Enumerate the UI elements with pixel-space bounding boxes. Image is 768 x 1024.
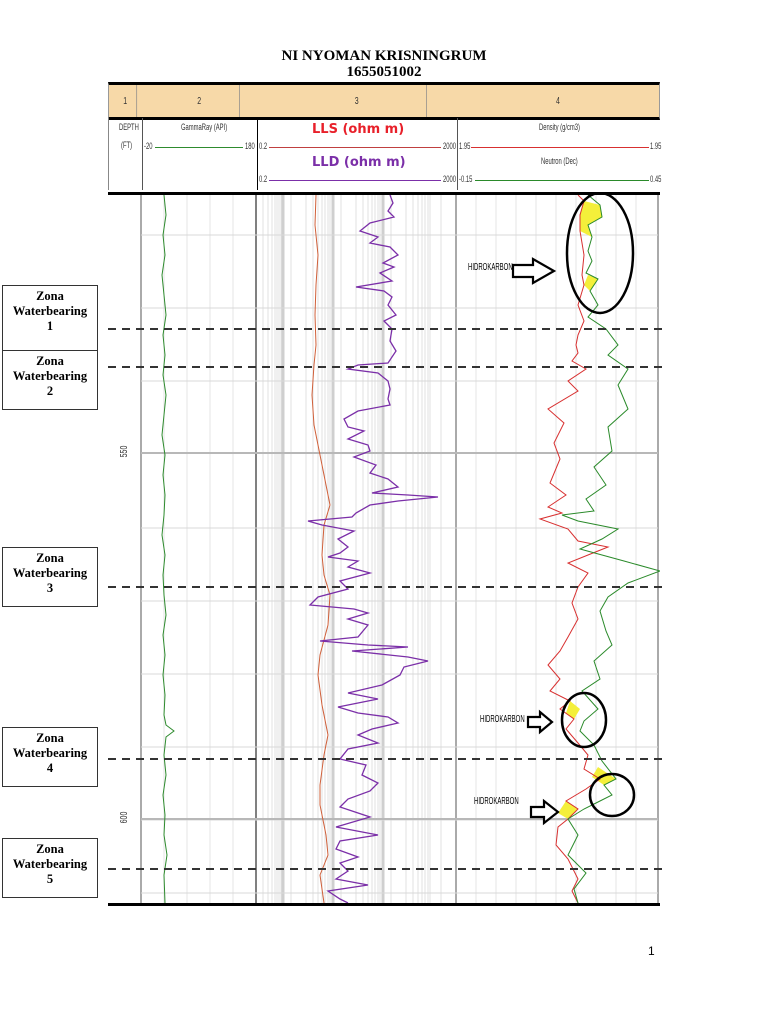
lls-label: LLS (ohm m) bbox=[312, 122, 405, 137]
gamma-ray-min: -20 bbox=[144, 141, 153, 151]
arrow-icon bbox=[529, 798, 560, 826]
neutron-label: Neutron (Dec) bbox=[541, 156, 578, 166]
track-number-1: 1 bbox=[114, 85, 138, 117]
curve-legend-header: DEPTH (FT) GammaRay (API) -20 180 LLS (o… bbox=[108, 118, 661, 190]
density-min: 1.95 bbox=[459, 141, 471, 151]
hydrocarbon-ellipse-3 bbox=[588, 772, 636, 818]
hydrocarbon-ellipse-2 bbox=[560, 691, 608, 749]
hydrocarbon-label-3: HIDROKARBON bbox=[474, 796, 519, 807]
page-number: 1 bbox=[648, 944, 655, 958]
density-max: 1.95 bbox=[650, 141, 662, 151]
neutron-legend-line bbox=[475, 180, 649, 181]
arrow-icon bbox=[511, 257, 557, 285]
zone-name: Zona bbox=[36, 354, 64, 368]
zone-type: Waterbearing bbox=[12, 304, 88, 318]
zone-type: Waterbearing bbox=[12, 746, 88, 760]
hydrocarbon-ellipse-1 bbox=[565, 195, 635, 315]
zone-number: 2 bbox=[46, 384, 54, 398]
track-number-3: 3 bbox=[287, 85, 427, 117]
lld-legend-line bbox=[269, 180, 441, 181]
zone-name: Zona bbox=[36, 731, 64, 745]
zone-type: Waterbearing bbox=[12, 566, 88, 580]
zone-box-3: Zona Waterbearing 3 bbox=[2, 547, 98, 607]
log-curves-plot bbox=[140, 195, 660, 903]
zone-box-1: Zona Waterbearing 1 bbox=[2, 285, 98, 362]
zone-box-5: Zona Waterbearing 5 bbox=[2, 838, 98, 898]
neutron-min: -0.15 bbox=[459, 174, 473, 184]
hydrocarbon-label-1: HIDROKARBON bbox=[468, 262, 513, 273]
log-tracks bbox=[108, 192, 660, 906]
zone-type: Waterbearing bbox=[12, 369, 88, 383]
author-name: NI NYOMAN KRISNINGRUM bbox=[281, 48, 487, 64]
track-number-4: 4 bbox=[556, 95, 560, 107]
zone-number: 3 bbox=[46, 581, 54, 595]
well-log-panel: 1 2 3 4 DEPTH (FT) GammaRay (API) -20 18… bbox=[108, 80, 661, 906]
depth-mark-600: 600 bbox=[118, 811, 130, 824]
zone-type: Waterbearing bbox=[12, 857, 88, 871]
depth-mark-550: 550 bbox=[118, 445, 130, 458]
zone-box-4: Zona Waterbearing 4 bbox=[2, 727, 98, 787]
gamma-ray-max: 180 bbox=[245, 141, 255, 151]
lls-legend-line bbox=[269, 147, 441, 148]
track-number-2: 2 bbox=[159, 85, 240, 117]
lld-max: 2000 bbox=[443, 174, 457, 184]
lls-max: 2000 bbox=[443, 141, 457, 151]
gamma-ray-label: GammaRay (API) bbox=[181, 122, 228, 132]
zone-number: 1 bbox=[46, 319, 54, 333]
zone-number: 4 bbox=[46, 761, 54, 775]
depth-label: DEPTH bbox=[119, 122, 139, 132]
zone-box-2: Zona Waterbearing 2 bbox=[2, 350, 98, 410]
hydrocarbon-label-2: HIDROKARBON bbox=[480, 714, 525, 725]
zone-name: Zona bbox=[36, 289, 64, 303]
depth-unit: (FT) bbox=[121, 140, 133, 150]
student-id: 1655051002 bbox=[346, 64, 422, 80]
density-label: Density (g/cm3) bbox=[539, 122, 580, 132]
zone-name: Zona bbox=[36, 551, 64, 565]
arrow-icon bbox=[526, 709, 554, 735]
zone-number: 5 bbox=[46, 872, 54, 886]
lld-label: LLD (ohm m) bbox=[312, 155, 406, 170]
gamma-ray-legend-line bbox=[155, 147, 243, 148]
lls-min: 0.2 bbox=[259, 141, 268, 151]
neutron-max: 0.45 bbox=[650, 174, 662, 184]
zone-name: Zona bbox=[36, 842, 64, 856]
track-number-header: 1 2 3 4 bbox=[108, 82, 660, 120]
lld-min: 0.2 bbox=[259, 174, 268, 184]
density-legend-line bbox=[471, 147, 649, 148]
